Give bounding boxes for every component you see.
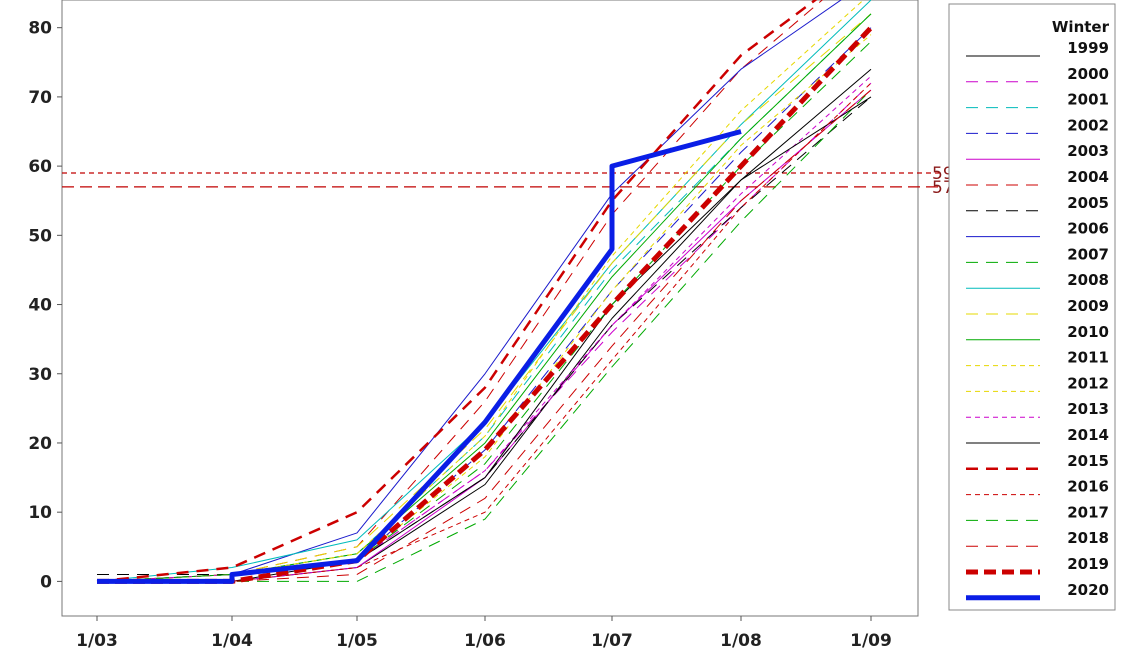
- series-line-2007: [97, 89, 872, 582]
- x-tick-label-0: 1/03: [76, 631, 118, 651]
- y-tick-label-40: 40: [28, 296, 52, 316]
- legend-title: Winter: [1052, 18, 1110, 36]
- legend-label-2000: 2000: [1067, 65, 1109, 83]
- y-tick-label-30: 30: [28, 365, 52, 385]
- series-lines: [96, 0, 873, 584]
- y-tick-label-10: 10: [28, 503, 52, 523]
- legend-frame: [948, 3, 1116, 611]
- legend-label-2001: 2001: [1067, 91, 1109, 109]
- legend-label-2013: 2013: [1067, 400, 1109, 418]
- legend-label-1999: 1999: [1067, 39, 1109, 57]
- legend-label-2011: 2011: [1067, 349, 1109, 367]
- series-line-2020: [97, 129, 742, 584]
- series-line-2018: [97, 89, 872, 582]
- legend-label-2015: 2015: [1067, 452, 1109, 470]
- y-axis: 0 10 20 30 40 50 60 70 80: [28, 19, 62, 592]
- x-tick-label-3: 1/06: [464, 631, 506, 651]
- legend-label-2020: 2020: [1067, 581, 1109, 599]
- x-tick-label-2: 1/05: [336, 631, 378, 651]
- x-tick-label-6: 1/09: [850, 631, 892, 651]
- legend-label-2010: 2010: [1067, 323, 1109, 341]
- legend-label-2007: 2007: [1067, 245, 1109, 263]
- legend-label-2004: 2004: [1067, 168, 1109, 186]
- legend: 1999 2000 2001 2002 2003 2004 2005 2006 2007 2008…: [966, 39, 1109, 601]
- series-line-2015: [96, 0, 818, 583]
- legend-label-2005: 2005: [1067, 194, 1109, 212]
- y-tick-label-60: 60: [28, 157, 52, 177]
- legend-label-2002: 2002: [1067, 116, 1109, 134]
- series-line-2002: [96, 27, 872, 582]
- y-tick-label-0: 0: [40, 572, 52, 592]
- reference-label-57: 57: [932, 178, 954, 198]
- legend-label-2017: 2017: [1067, 503, 1109, 521]
- legend-label-2012: 2012: [1067, 374, 1109, 392]
- y-tick-label-80: 80: [28, 19, 52, 39]
- legend-label-2003: 2003: [1067, 142, 1109, 160]
- legend-label-2006: 2006: [1067, 220, 1109, 238]
- y-tick-label-20: 20: [28, 434, 52, 454]
- legend-label-2019: 2019: [1067, 555, 1109, 573]
- x-tick-label-4: 1/07: [591, 631, 633, 651]
- series-line-2017: [96, 41, 872, 582]
- legend-label-2008: 2008: [1067, 271, 1109, 289]
- x-tick-label-5: 1/08: [720, 631, 762, 651]
- x-axis: 1/03 1/04 1/05 1/06 1/07 1/08 1/09: [76, 616, 892, 651]
- series-line-2005: [97, 96, 872, 575]
- legend-label-2016: 2016: [1067, 478, 1109, 496]
- reference-label-59: 59: [932, 164, 954, 184]
- legend-label-2018: 2018: [1067, 529, 1109, 547]
- y-tick-label-70: 70: [28, 88, 52, 108]
- x-tick-label-1: 1/04: [211, 631, 253, 651]
- legend-label-2014: 2014: [1067, 426, 1109, 444]
- legend-label-2009: 2009: [1067, 297, 1109, 315]
- y-tick-label-50: 50: [28, 226, 52, 246]
